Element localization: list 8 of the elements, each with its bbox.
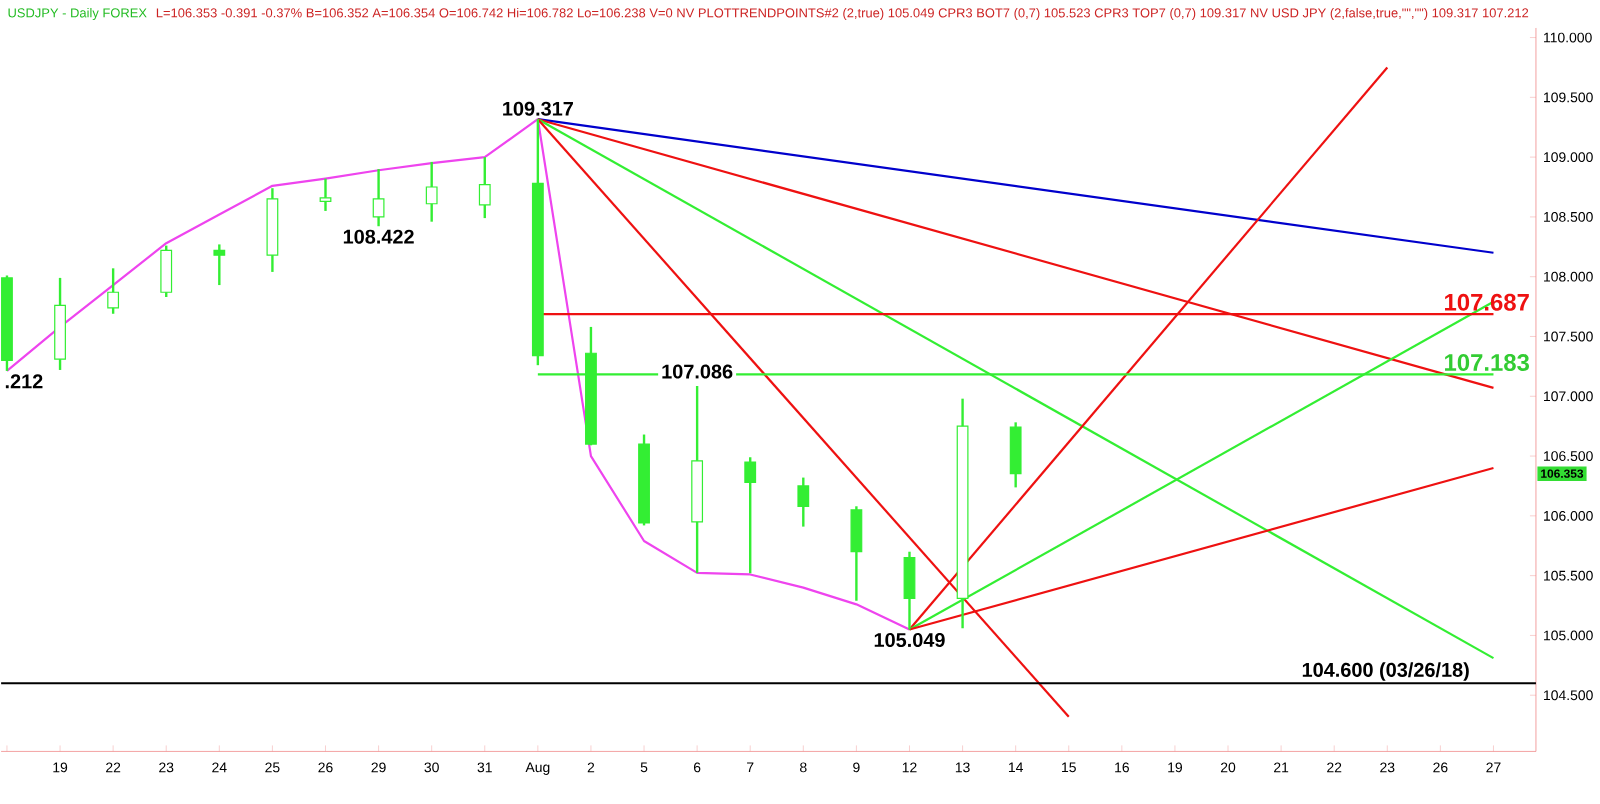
annotation: 107.183: [1445, 354, 1530, 372]
ref-line-label: 104.600 (03/26/18): [1302, 662, 1469, 682]
annotation: .212: [5, 374, 43, 389]
annotation: 109.317: [503, 102, 573, 117]
annotation: 105.049: [874, 633, 945, 648]
annotation: 107.687: [1445, 294, 1529, 312]
annotation: 108.422: [343, 229, 414, 245]
annotation: 107.086: [662, 364, 733, 379]
